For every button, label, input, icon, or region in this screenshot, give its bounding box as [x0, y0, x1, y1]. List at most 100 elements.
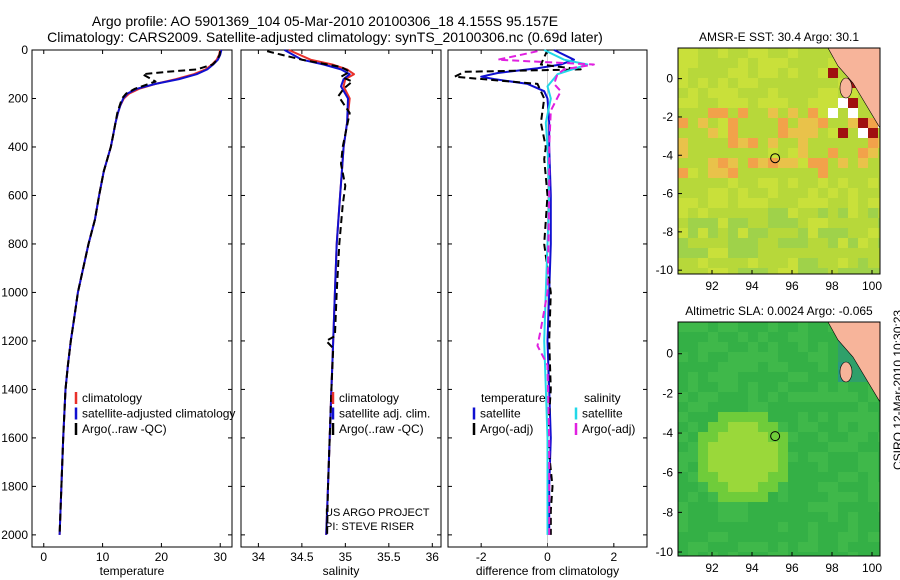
sla-map-cell	[828, 402, 838, 412]
figure-title-line2: Climatology: CARS2009. Satellite-adjuste…	[47, 29, 603, 45]
sla-map-cell	[758, 402, 768, 412]
sla-map-cell	[778, 372, 788, 382]
sst-map-cell	[788, 198, 798, 208]
sla-map-cell	[738, 352, 748, 362]
sst-map-cell	[838, 118, 848, 128]
sst-map-cell	[868, 148, 878, 158]
sla-map-cell	[848, 422, 858, 432]
sst-map-cell	[808, 58, 818, 68]
sst-map-land	[827, 48, 880, 129]
sst-map-cell	[778, 178, 788, 188]
sla-map-cell	[768, 452, 778, 462]
sla-map-cell	[808, 442, 818, 452]
sst-map-cell	[858, 208, 868, 218]
sla-map-cell	[838, 392, 848, 402]
sst-map-cell	[768, 128, 778, 138]
sst-map-cell	[698, 178, 708, 188]
sla-map-cell	[798, 392, 808, 402]
sst-map-cell	[738, 168, 748, 178]
sla-map-cell	[868, 542, 878, 552]
sst-map-cell	[738, 88, 748, 98]
sst-map-cell	[758, 218, 768, 228]
sst-map-cell	[678, 68, 688, 78]
sla-map-cell	[728, 472, 738, 482]
sla-map-frame	[677, 321, 881, 557]
sst-map-cell	[828, 148, 838, 158]
salinity-xtick-label: 35	[339, 550, 353, 564]
sst-map-cell	[818, 268, 828, 274]
sst-map-cell	[868, 168, 878, 178]
temperature-legend-label: climatology	[82, 391, 142, 405]
sst-map-cell	[778, 228, 788, 238]
salinity-xtick-label: 34.5	[290, 550, 314, 564]
sst-map-cell	[848, 128, 858, 138]
sla-map-cell	[728, 512, 738, 522]
sla-map-cell	[768, 502, 778, 512]
sst-map-cell	[858, 98, 868, 108]
sla-map-cell	[798, 532, 808, 542]
sla-map-cell	[778, 392, 788, 402]
sst-map-cell	[708, 128, 718, 138]
sst-map-cell	[738, 198, 748, 208]
sla-map-cell	[718, 352, 728, 362]
sst-map-cell	[688, 118, 698, 128]
sla-map-cell	[808, 392, 818, 402]
sst-map-cell	[798, 268, 808, 274]
sla-map-cell	[788, 512, 798, 522]
sst-map-cell	[798, 248, 808, 258]
temperature-frame	[31, 49, 233, 548]
sst-map-cell	[878, 238, 880, 248]
sst-map-cell	[878, 138, 880, 148]
sla-map-cell	[768, 492, 778, 502]
difference-series-temperature-satellite	[480, 49, 575, 535]
sla-map-cell	[778, 452, 788, 462]
sst-map-cell	[798, 108, 808, 118]
sla-map-cell	[838, 352, 848, 362]
sst-map-cell	[858, 198, 868, 208]
sla-map-cell	[718, 512, 728, 522]
sst-map-cell	[748, 218, 758, 228]
salinity-panel: 34 34.5 35 35.5 36 salinity climatology satelli…	[240, 49, 442, 578]
sla-map-cell	[848, 552, 858, 556]
sst-map-ytick-label: 0	[666, 72, 673, 86]
sla-map-cell	[868, 502, 878, 512]
sst-map-cell	[718, 208, 728, 218]
sla-map-cell	[828, 542, 838, 552]
sla-map-cell	[678, 352, 688, 362]
sla-map-cell	[718, 322, 728, 332]
sst-map-cell	[828, 258, 838, 268]
sla-map-cell	[738, 322, 748, 332]
sla-map-cell	[688, 462, 698, 472]
sla-map-cell	[758, 482, 768, 492]
sst-map-cell	[758, 48, 768, 58]
sla-map-cell	[708, 552, 718, 556]
sst-map-cell	[808, 248, 818, 258]
sla-map-cell	[828, 492, 838, 502]
sla-map-cell	[718, 442, 728, 452]
sla-map-cell	[748, 392, 758, 402]
sla-map-cell	[778, 432, 788, 442]
sst-map-cell	[818, 78, 828, 88]
sla-map-cell	[788, 402, 798, 412]
sst-map-cell	[718, 128, 728, 138]
sla-map-cell	[798, 552, 808, 556]
sla-map-cell	[858, 532, 868, 542]
sst-map-cell	[768, 108, 778, 118]
sla-map-cell	[738, 442, 748, 452]
sst-map-cell	[848, 158, 858, 168]
sst-map-cell	[688, 208, 698, 218]
sla-map-cell	[708, 342, 718, 352]
sst-map-cell	[818, 68, 828, 78]
sla-map-cell	[678, 472, 688, 482]
sst-map-cell	[738, 188, 748, 198]
sla-map-cell	[778, 532, 788, 542]
sla-map-cell	[798, 452, 808, 462]
sla-map-cell	[768, 352, 778, 362]
sst-map-cell	[698, 118, 708, 128]
sla-map-cell	[758, 322, 768, 332]
sla-map-cell	[758, 532, 768, 542]
sla-map-cell	[698, 492, 708, 502]
sla-map-cell	[838, 452, 848, 462]
sla-map-cell	[808, 432, 818, 442]
